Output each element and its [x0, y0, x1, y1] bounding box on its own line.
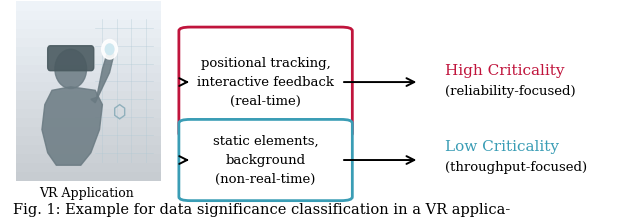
FancyBboxPatch shape — [179, 119, 352, 201]
Polygon shape — [42, 87, 102, 165]
Text: positional tracking,
interactive feedback
(real-time): positional tracking, interactive feedbac… — [197, 57, 334, 107]
Circle shape — [105, 44, 114, 55]
FancyBboxPatch shape — [179, 27, 352, 137]
Text: Fig. 1: Example for data significance classification in a VR applica-: Fig. 1: Example for data significance cl… — [13, 203, 510, 217]
Polygon shape — [91, 51, 114, 103]
Text: VR Application: VR Application — [39, 187, 134, 200]
Text: (throughput-focused): (throughput-focused) — [445, 161, 587, 174]
Text: Low Criticality: Low Criticality — [445, 140, 559, 154]
Text: static elements,
background
(non-real-time): static elements, background (non-real-ti… — [212, 134, 319, 186]
FancyBboxPatch shape — [47, 46, 94, 71]
Ellipse shape — [55, 49, 86, 89]
Circle shape — [102, 39, 118, 59]
Text: (reliability-focused): (reliability-focused) — [445, 85, 575, 98]
Text: High Criticality: High Criticality — [445, 64, 564, 78]
